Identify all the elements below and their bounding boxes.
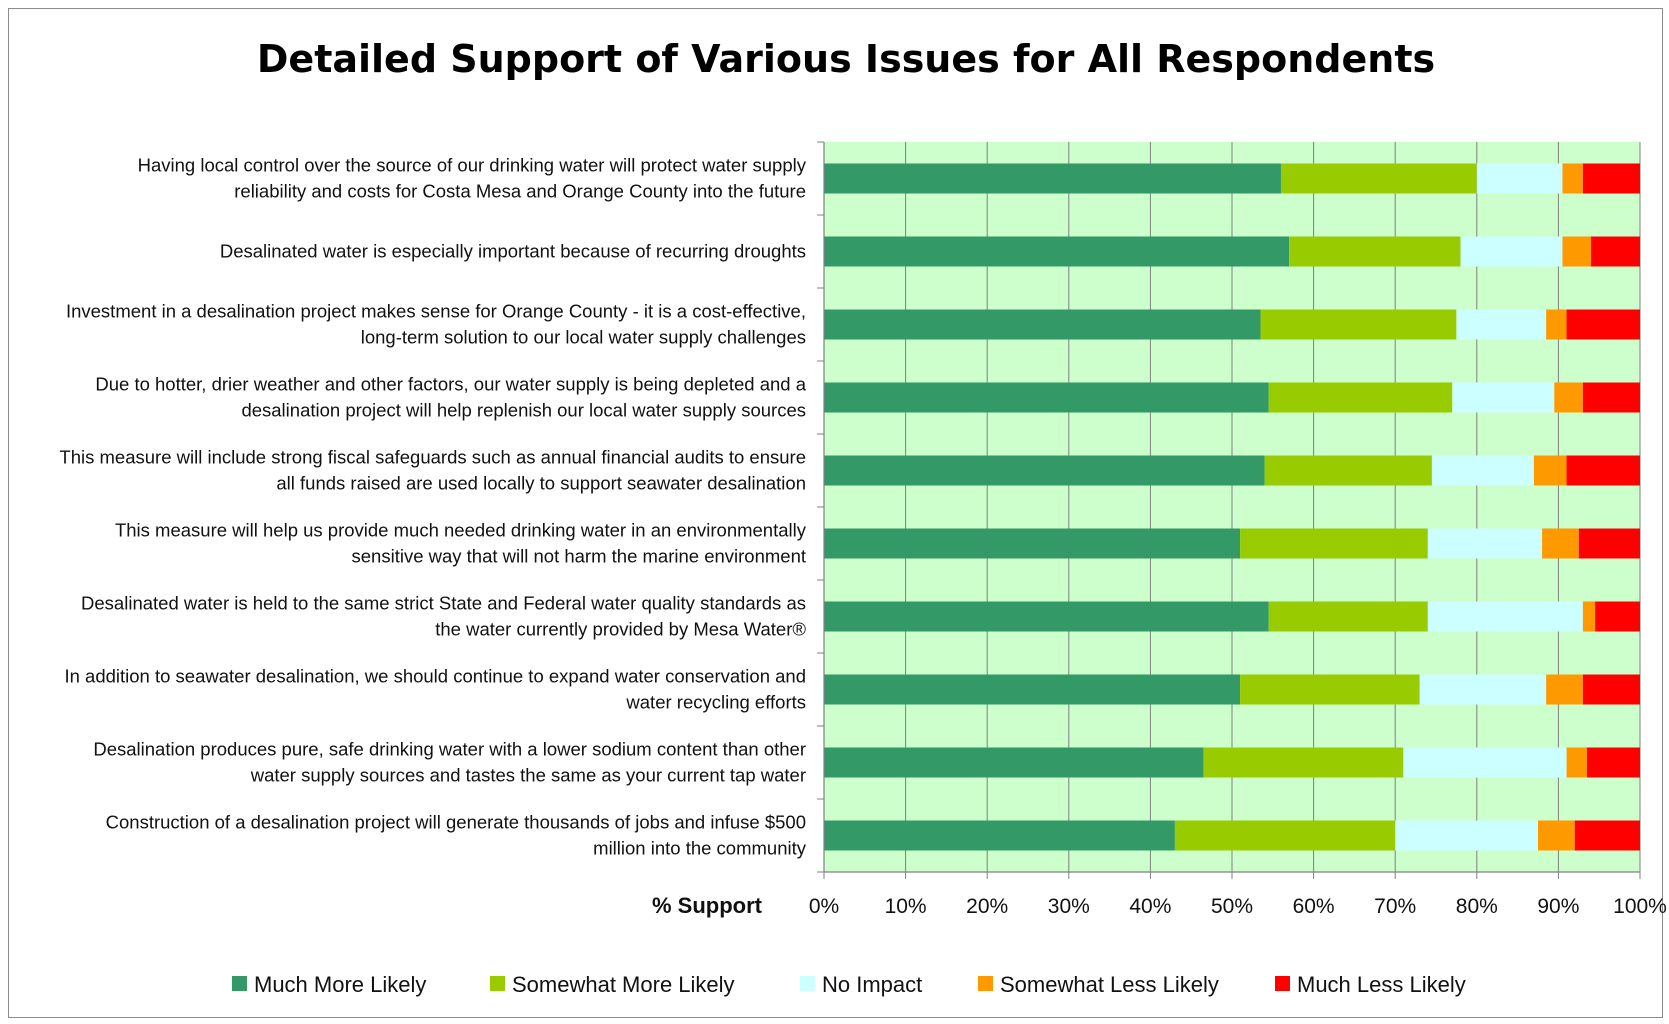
bar-segment-2-row-10 (1174, 820, 1396, 851)
bar-segment-5-row-8 (1582, 674, 1640, 705)
bar-segment-4-row-1 (1562, 163, 1583, 194)
x-tick-label: 100% (1613, 895, 1667, 918)
plot-area (817, 141, 1641, 873)
bar-segment-2-row-6 (1240, 528, 1428, 559)
x-tick-label: 80% (1456, 895, 1498, 918)
bar-segment-5-row-9 (1586, 747, 1640, 778)
bar-segment-2-row-1 (1280, 163, 1477, 194)
legend-swatch (800, 976, 815, 991)
x-tick-label: 0% (809, 895, 839, 918)
x-tick-label: 20% (966, 895, 1008, 918)
x-tick-label: 70% (1374, 895, 1416, 918)
x-tick-label: 10% (885, 895, 927, 918)
bar-segment-3-row-8 (1419, 674, 1547, 705)
category-label: This measure will help us provide much n… (115, 520, 807, 567)
bar-segment-3-row-7 (1427, 601, 1583, 632)
bar-segment-5-row-3 (1566, 309, 1640, 340)
legend: Much More Likely Somewhat More Likely No I… (232, 972, 1466, 997)
category-label: Desalinated water is held to the same st… (81, 593, 806, 640)
bar-segment-5-row-1 (1582, 163, 1640, 194)
bar-segment-5-row-5 (1566, 455, 1640, 486)
bar-segment-4-row-6 (1542, 528, 1579, 559)
bar-segment-5-row-6 (1578, 528, 1640, 559)
chart-title: Detailed Support of Various Issues for A… (257, 37, 1435, 81)
bar-segment-4-row-8 (1546, 674, 1583, 705)
bar-segment-1-row-3 (824, 309, 1261, 340)
x-tick-label: 40% (1129, 895, 1171, 918)
legend-swatch (232, 976, 247, 991)
bar-segment-1-row-8 (824, 674, 1241, 705)
bar-segment-3-row-6 (1427, 528, 1543, 559)
category-label: This measure will include strong fiscal … (59, 447, 806, 494)
bar-segment-5-row-7 (1595, 601, 1640, 632)
bar-segment-1-row-5 (824, 455, 1265, 486)
bar-segment-2-row-2 (1289, 236, 1461, 267)
bar-segment-2-row-5 (1264, 455, 1432, 486)
bar-segment-3-row-1 (1476, 163, 1563, 194)
bar-segment-1-row-7 (824, 601, 1269, 632)
category-label: Desalination produces pure, safe drinkin… (93, 739, 806, 786)
bar-segment-2-row-3 (1260, 309, 1457, 340)
bar-segment-3-row-4 (1452, 382, 1555, 413)
bar-segment-1-row-2 (824, 236, 1290, 267)
legend-label: Much More Likely (254, 972, 426, 997)
bar-segment-3-row-5 (1431, 455, 1534, 486)
x-axis-ticks: 0% 10% 20% 30% 40% 50% 60% 70% 80% 90% 100% (809, 872, 1667, 918)
category-label: Investment in a desalination project mak… (66, 301, 806, 348)
category-label: Having local control over the source of … (138, 155, 807, 202)
bar-segment-4-row-5 (1533, 455, 1567, 486)
bar-segment-5-row-4 (1582, 382, 1640, 413)
x-tick-label: 50% (1211, 895, 1253, 918)
bar-segment-3-row-2 (1460, 236, 1563, 267)
bar-segment-2-row-9 (1203, 747, 1404, 778)
legend-swatch (1275, 976, 1290, 991)
bar-segment-1-row-4 (824, 382, 1269, 413)
bar-segment-4-row-7 (1582, 601, 1596, 632)
x-tick-label: 60% (1293, 895, 1335, 918)
bar-segment-4-row-3 (1546, 309, 1567, 340)
legend-label: Somewhat Less Likely (1000, 972, 1219, 997)
bar-segment-3-row-10 (1395, 820, 1538, 851)
bar-segment-1-row-6 (824, 528, 1241, 559)
bar-segment-1-row-1 (824, 163, 1281, 194)
x-tick-label: 90% (1537, 895, 1579, 918)
bar-segment-3-row-9 (1403, 747, 1567, 778)
bar-segment-2-row-7 (1268, 601, 1428, 632)
bar-segment-5-row-2 (1591, 236, 1640, 267)
category-label: Due to hotter, drier weather and other f… (95, 374, 806, 421)
bar-segment-2-row-8 (1240, 674, 1420, 705)
x-tick-label: 30% (1048, 895, 1090, 918)
bar-segment-1-row-9 (824, 747, 1204, 778)
bar-segment-4-row-4 (1554, 382, 1583, 413)
bar-segment-4-row-9 (1566, 747, 1587, 778)
legend-swatch (978, 976, 993, 991)
legend-swatch (490, 976, 505, 991)
category-label: Construction of a desalination project w… (106, 812, 807, 859)
legend-label: No Impact (822, 972, 922, 997)
legend-label: Somewhat More Likely (512, 972, 735, 997)
legend-label: Much Less Likely (1297, 972, 1466, 997)
bar-segment-4-row-2 (1562, 236, 1592, 267)
category-label: In addition to seawater desalination, we… (64, 666, 806, 713)
bar-segment-2-row-4 (1268, 382, 1453, 413)
category-labels: Having local control over the source of … (59, 155, 806, 859)
category-label: Desalinated water is especially importan… (220, 241, 806, 262)
bar-segment-1-row-10 (824, 820, 1175, 851)
bar-segment-3-row-3 (1456, 309, 1547, 340)
x-axis-label: % Support (652, 893, 763, 918)
bar-segment-5-row-10 (1574, 820, 1640, 851)
bar-segment-4-row-10 (1538, 820, 1575, 851)
